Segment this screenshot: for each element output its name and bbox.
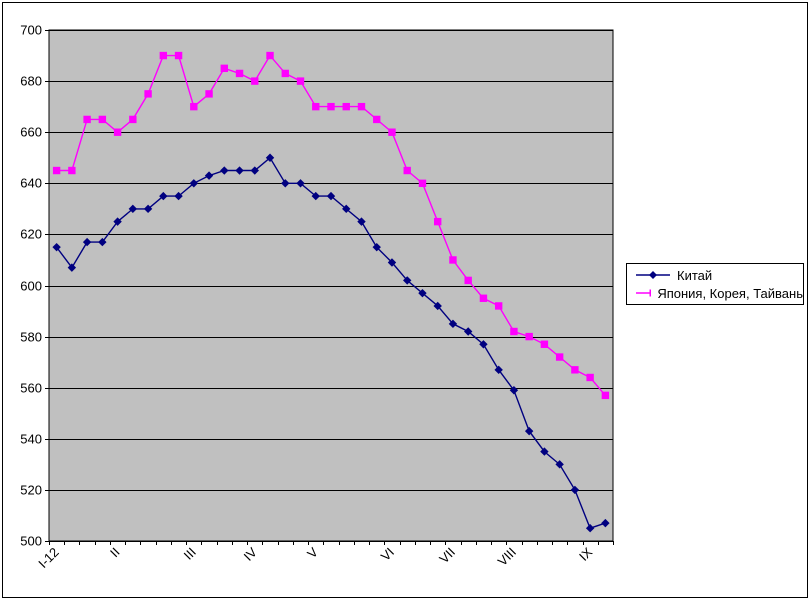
- legend-item-japan-korea-taiwan: Япония, Корея, Тайвань: [635, 286, 803, 301]
- china-series-key-icon: [636, 271, 670, 279]
- y-axis-tick-label: 520: [20, 483, 42, 498]
- legend: Китай Япония, Корея, Тайвань: [626, 263, 804, 305]
- x-axis-tick-label: III: [181, 545, 199, 563]
- y-axis-tick-label: 540: [20, 432, 42, 447]
- y-axis-tick-label: 560: [20, 381, 42, 396]
- x-axis-tick-label: VI: [378, 545, 397, 564]
- y-axis-tick-label: 660: [20, 125, 42, 140]
- y-axis-tick-label: 500: [20, 534, 42, 549]
- japan-korea-taiwan-series-key-icon: [636, 289, 652, 297]
- x-axis-tick-label: V: [304, 544, 321, 561]
- y-axis-tick-label: 680: [20, 74, 42, 89]
- legend-label-japan-korea-taiwan: Япония, Корея, Тайвань: [657, 285, 803, 301]
- x-axis-tick-label: VII: [436, 545, 458, 567]
- x-axis-tick-label: VIII: [495, 545, 519, 569]
- series-square: [52, 51, 610, 400]
- legend-item-china: Китай: [635, 268, 803, 283]
- y-axis-tick-label: 580: [20, 330, 42, 345]
- legend-label-china: Китай: [677, 267, 713, 283]
- y-axis-tick-label: 640: [20, 176, 42, 191]
- y-axis-tick-label: 620: [20, 227, 42, 242]
- y-axis-tick-label: 600: [20, 279, 42, 294]
- x-axis-tick-label: IX: [576, 544, 596, 564]
- y-axis-tick-label: 700: [20, 23, 42, 38]
- series-diamond: [52, 153, 610, 533]
- x-axis-tick-label: IV: [241, 544, 261, 564]
- x-axis-tick-label: II: [107, 545, 123, 561]
